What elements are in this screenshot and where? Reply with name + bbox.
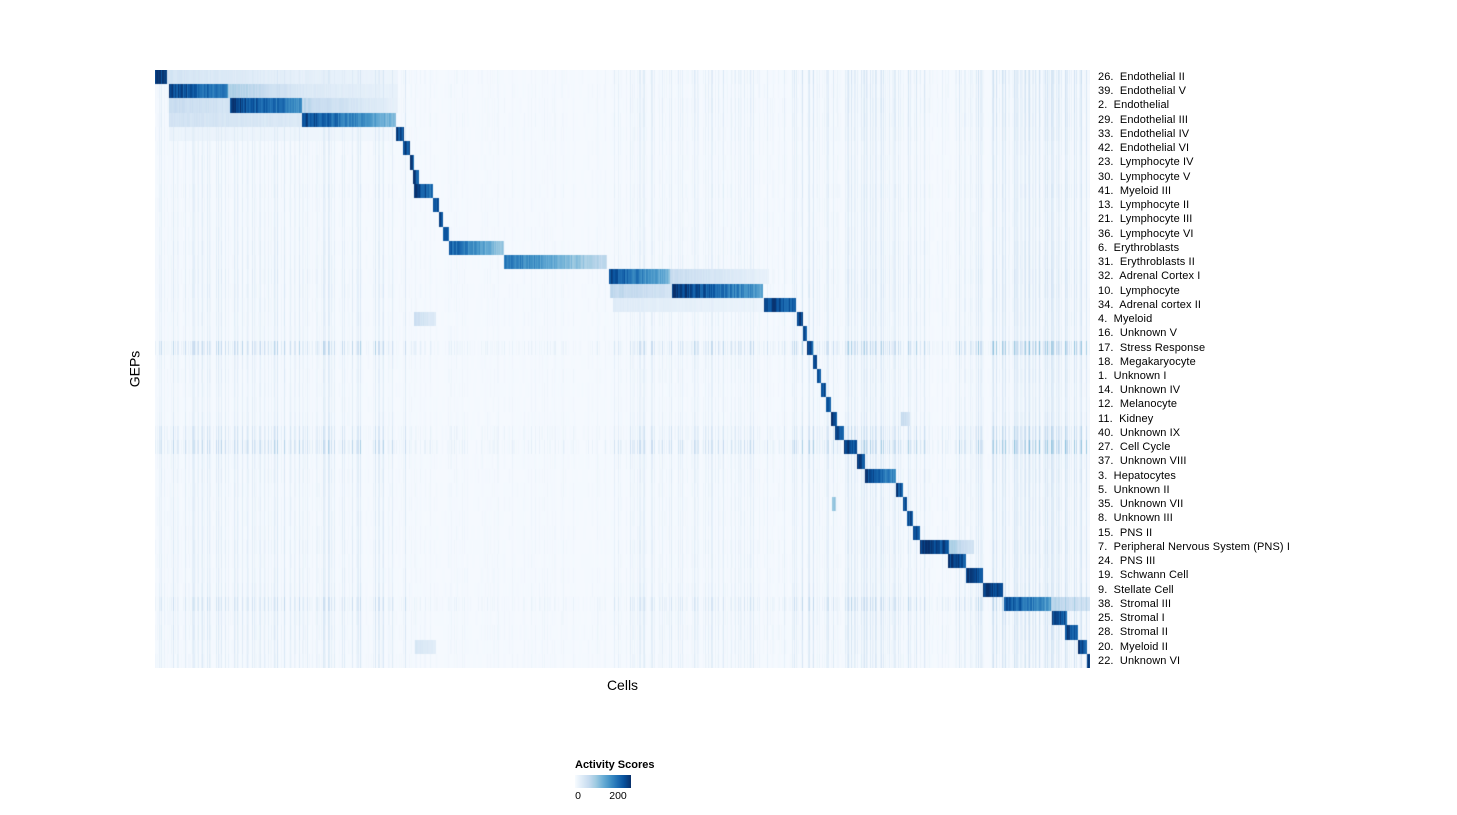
row-label: 24. PNS III: [1098, 555, 1156, 568]
row-label: 14. Unknown IV: [1098, 384, 1181, 397]
row-label: 41. Myeloid III: [1098, 184, 1172, 197]
row-label: 15. PNS II: [1098, 526, 1153, 539]
x-axis-label: Cells: [606, 677, 639, 693]
row-label: 36. Lymphocyte VI: [1098, 227, 1194, 240]
row-label: 22. Unknown VI: [1098, 654, 1181, 667]
row-label: 6. Erythroblasts: [1098, 241, 1180, 254]
row-label: 8. Unknown III: [1098, 512, 1173, 525]
row-label: 21. Lymphocyte III: [1098, 213, 1193, 226]
row-label: 9. Stellate Cell: [1098, 583, 1174, 596]
legend-tick-max: 200: [609, 790, 627, 802]
row-label: 20. Myeloid II: [1098, 640, 1168, 653]
row-labels: 26. Endothelial II 39. Endothelial V 2. En…: [1098, 70, 1457, 668]
row-label: 7. Peripheral Nervous System (PNS) I: [1098, 540, 1290, 553]
row-label: 32. Adrenal Cortex I: [1098, 270, 1201, 283]
y-axis-label-container: GEPs: [122, 70, 146, 668]
row-label: 39. Endothelial V: [1098, 85, 1187, 98]
row-label: 31. Erythroblasts II: [1098, 256, 1195, 269]
row-label: 27. Cell Cycle: [1098, 441, 1171, 454]
row-label: 37. Unknown VIII: [1098, 455, 1187, 468]
legend-tick-labels: 0 200: [575, 790, 695, 803]
row-label: 19. Schwann Cell: [1098, 569, 1189, 582]
row-label: 34. Adrenal cortex II: [1098, 298, 1202, 311]
y-axis-label: GEPs: [126, 350, 143, 388]
row-label: 10. Lymphocyte: [1098, 284, 1180, 297]
row-label: 12. Melanocyte: [1098, 398, 1178, 411]
row-label: 28. Stromal II: [1098, 626, 1168, 639]
row-label: 3. Hepatocytes: [1098, 469, 1176, 482]
row-label: 18. Megakaryocyte: [1098, 355, 1196, 368]
row-label: 26. Endothelial II: [1098, 71, 1185, 83]
row-label: 2. Endothelial: [1098, 99, 1170, 112]
row-label: 42. Endothelial VI: [1098, 142, 1190, 155]
legend-title: Activity Scores: [575, 759, 655, 771]
row-label: 35. Unknown VII: [1098, 498, 1184, 511]
row-label: 33. Endothelial IV: [1098, 127, 1190, 140]
colorbar-gradient: [575, 775, 631, 788]
legend-tick-min: 0: [575, 790, 581, 802]
row-label: 25. Stromal I: [1098, 612, 1165, 625]
row-label: 17. Stress Response: [1098, 341, 1206, 354]
row-label: 11. Kidney: [1098, 412, 1154, 425]
row-label: 16. Unknown V: [1098, 327, 1178, 340]
heatmap-canvas: [155, 70, 1090, 668]
colorbar-legend: Activity Scores 0 200: [575, 759, 695, 803]
row-label: 1. Unknown I: [1098, 370, 1167, 382]
row-label: 5. Unknown II: [1098, 483, 1170, 496]
row-label: 23. Lymphocyte IV: [1098, 156, 1194, 169]
row-label: 4. Myeloid: [1098, 313, 1153, 326]
row-label: 38. Stromal III: [1098, 597, 1172, 610]
row-label: 29. Endothelial III: [1098, 113, 1189, 126]
row-label: 13. Lymphocyte II: [1098, 199, 1190, 212]
row-label: 40. Unknown IX: [1098, 426, 1181, 439]
row-label: 30. Lymphocyte V: [1098, 170, 1191, 183]
